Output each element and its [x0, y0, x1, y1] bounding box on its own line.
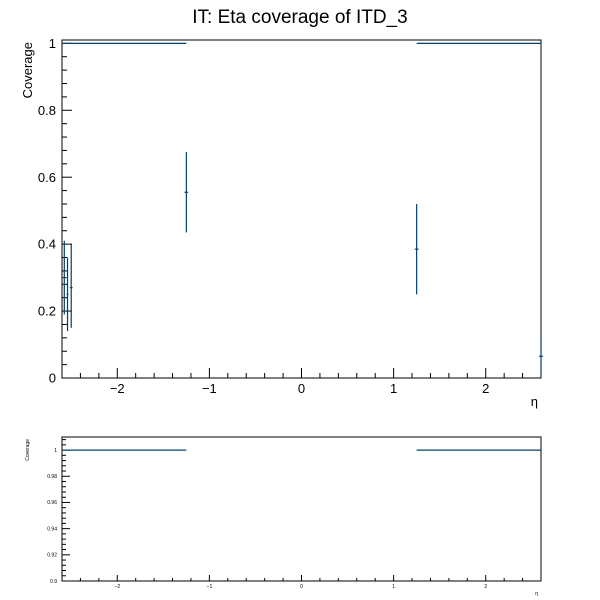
y-tick-label: 1 [54, 448, 57, 454]
x-tick-label: −2 [114, 584, 120, 590]
y-tick-label: 0.96 [47, 500, 57, 506]
y-tick-label: 0.2 [38, 304, 56, 319]
chart-title: IT: Eta coverage of ITD_3 [192, 7, 407, 28]
x-tick-label: −1 [207, 584, 213, 590]
y-tick-label: 0.8 [38, 103, 56, 118]
x-tick-label: 1 [390, 381, 397, 396]
x-tick-label: 0 [298, 381, 305, 396]
x-tick-label: 0 [300, 584, 303, 590]
x-axis-label: η [531, 394, 538, 409]
y-tick-label: 0.98 [47, 474, 57, 480]
data-point [62, 240, 67, 315]
x-tick-label: 1 [392, 584, 395, 590]
data-point [66, 257, 69, 332]
x-tick-label: 2 [484, 584, 487, 590]
data-point [69, 244, 73, 328]
x-tick-label: −2 [110, 381, 125, 396]
plot-frame [61, 39, 542, 379]
data-point [539, 336, 543, 375]
y-axis-label: Coverage [25, 439, 31, 461]
data-point [414, 203, 419, 295]
y-tick-label: 0.94 [47, 526, 57, 532]
y-tick-label: 0.6 [38, 170, 56, 185]
y-tick-label: 0.9 [50, 579, 57, 585]
main-plot-panel: −2 −1 0 1 2 0 0.2 0.4 0.6 0.8 1 η Coverage [20, 36, 543, 409]
y-tick-label: 0.92 [47, 553, 57, 559]
zoom-plot-panel: −2 −1 0 1 2 0.9 0.92 0.94 0.96 0.98 1 η Coverage [25, 436, 542, 597]
x-axis-label: η [535, 591, 538, 597]
y-tick-label: 1 [49, 36, 56, 51]
x-tick-label: −1 [202, 381, 217, 396]
data-point [184, 152, 189, 233]
y-tick-label: 0.4 [38, 237, 56, 252]
y-tick-label: 0 [49, 371, 56, 386]
plot-frame [61, 436, 542, 582]
x-tick-label: 2 [482, 381, 489, 396]
y-axis-label: Coverage [20, 42, 35, 98]
